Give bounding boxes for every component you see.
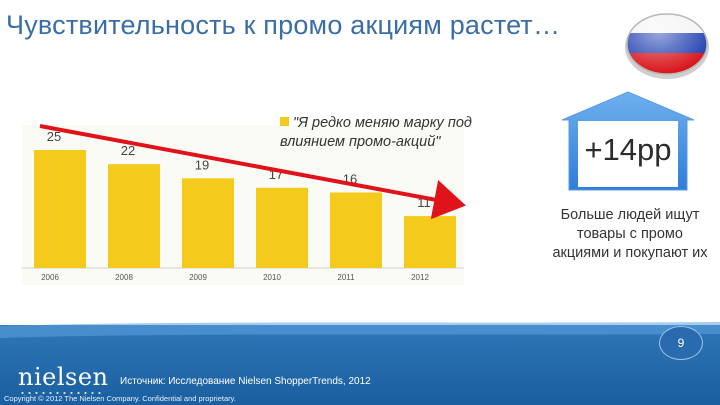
- x-tick-2011: 2011: [337, 273, 355, 282]
- legend-label: "Я редко меняю марку под влиянием промо-…: [280, 115, 472, 150]
- increase-description: Больше людей ищут товары с промо акциями…: [552, 207, 708, 261]
- russia-flag-icon: [625, 13, 709, 79]
- logo-dots: [19, 392, 101, 394]
- footer-bar: [0, 325, 720, 405]
- x-tick-2010: 2010: [263, 273, 281, 282]
- copyright-note: Copyright © 2012 The Nielsen Company. Co…: [4, 394, 236, 403]
- legend-swatch: [280, 117, 289, 126]
- x-tick-2006: 2006: [41, 273, 59, 282]
- slide-title: Чувствительность к промо акциям растет…: [6, 10, 561, 40]
- source-note: Источник: Исследование Nielsen ShopperTr…: [120, 376, 371, 387]
- nielsen-logo: nielsen: [18, 363, 109, 391]
- x-tick-2008: 2008: [115, 273, 133, 282]
- page-number: 9: [659, 326, 703, 360]
- chart-legend: "Я редко меняю марку под влиянием промо-…: [280, 114, 510, 152]
- bar-2012: [404, 216, 456, 268]
- increase-value: +14pp: [584, 132, 672, 167]
- x-tick-2009: 2009: [189, 273, 207, 282]
- footer-wave: [0, 322, 720, 338]
- x-tick-2012: 2012: [411, 273, 429, 282]
